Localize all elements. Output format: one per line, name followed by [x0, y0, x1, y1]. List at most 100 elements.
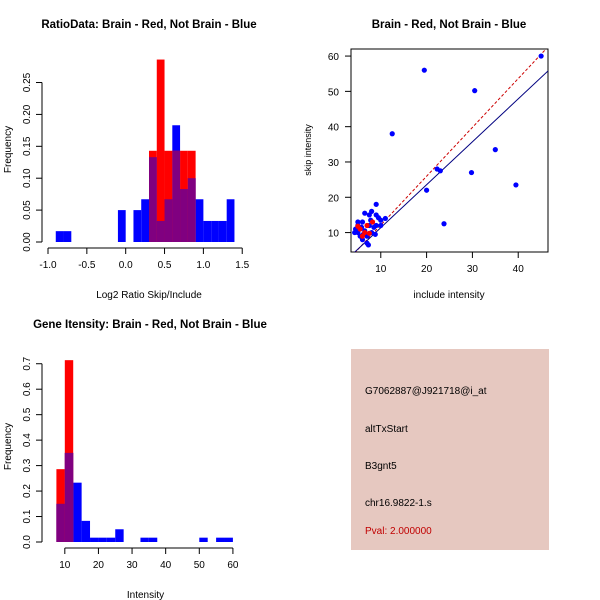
- intensity-hist-title: Gene Itensity: Brain - Red, Not Brain - …: [33, 319, 267, 331]
- intensity-hist-y-tick-label: 0.6: [22, 382, 33, 396]
- ratio-hist-y-tick-label: 0.00: [22, 232, 33, 252]
- ratio-hist-overlap-bar: [149, 157, 157, 242]
- pval-text: Pval: 2.000000: [365, 526, 432, 537]
- scatter-not-brain-point: [371, 224, 377, 230]
- intensity-hist-not-brain-bar: [224, 537, 233, 542]
- ratio-hist-y-tick-label: 0.25: [22, 72, 33, 92]
- ratio-hist-y-tick-label: 0.20: [22, 104, 33, 124]
- ratio-hist-not-brain-bar: [218, 220, 227, 242]
- scatter-not-brain-point: [366, 212, 372, 218]
- scatter-not-brain-point: [492, 147, 498, 153]
- intensity-hist-y-tick-label: 0.3: [22, 458, 33, 472]
- scatter-y-tick-label: 60: [328, 52, 340, 63]
- intensity-hist-x-tick-label: 50: [194, 560, 206, 571]
- scatter-y-label: skip intensity: [303, 124, 313, 176]
- intensity-hist-x-tick-label: 10: [59, 560, 71, 571]
- ratio-hist-x-tick-label: 1.0: [196, 260, 210, 271]
- intensity-hist-not-brain-bar: [90, 537, 99, 542]
- ratio-hist-x-tick-label: 0.0: [119, 260, 133, 271]
- info-panel: G7062887@J921718@i_at altTxStart B3gnt5 …: [351, 349, 549, 550]
- ratio-hist-overlap-bar: [156, 220, 165, 242]
- ratio-hist-not-brain-bar: [63, 231, 72, 242]
- intensity-hist-brain-bar: [64, 360, 74, 542]
- ratio-hist-brain-bar: [164, 150, 173, 242]
- scatter-y-tick-label: 50: [328, 87, 340, 98]
- scatter-x-tick-label: 30: [467, 264, 479, 275]
- scatter-not-brain-point: [359, 219, 366, 225]
- scatter-not-brain-point: [389, 131, 395, 137]
- gene-symbol-text: B3gnt5: [365, 461, 397, 472]
- intensity-hist-not-brain-bar: [73, 482, 82, 542]
- ratio-hist-overlap-bar: [187, 178, 196, 242]
- intensity-hist-y-tick-label: 0.2: [22, 484, 33, 498]
- intensity-hist-overlap-bar: [56, 503, 65, 542]
- intensity-hist-overlap-bar: [64, 452, 74, 542]
- scatter-title: Brain - Red, Not Brain - Blue: [372, 19, 527, 31]
- scatter-not-brain-point: [382, 215, 388, 222]
- ratio-hist-y-tick-label: 0.15: [22, 136, 33, 156]
- scatter-brain-point: [355, 223, 361, 229]
- scatter-y-tick-label: 30: [328, 158, 340, 169]
- intensity-hist-y-tick-label: 0.0: [22, 535, 33, 549]
- intensity-hist-not-brain-bar: [81, 520, 91, 542]
- scatter-plot-frame: [350, 48, 549, 253]
- scatter-x-tick-label: 10: [375, 264, 387, 275]
- scatter-not-brain-point: [372, 231, 378, 237]
- scatter-not-brain-point: [378, 222, 384, 229]
- ratio-hist-overlap-bar: [180, 189, 188, 242]
- scatter-x-tick-label: 20: [421, 264, 433, 275]
- intensity-hist-y-tick-label: 0.7: [22, 356, 33, 370]
- scatter-not-brain-point: [441, 221, 447, 227]
- scatter-not-brain-point: [472, 88, 478, 94]
- intensity-hist-y-tick-label: 0.4: [22, 433, 33, 447]
- scatter-not-brain-point: [375, 215, 382, 221]
- scatter-not-brain-point: [365, 242, 372, 248]
- scatter-brain-point: [366, 230, 372, 236]
- ratio-hist-y-tick-label: 0.10: [22, 168, 33, 188]
- intensity-hist-not-brain-bar: [148, 537, 158, 542]
- ratio-hist-y-tick-label: 0.05: [22, 200, 33, 220]
- scatter-y-tick-label: 10: [328, 229, 340, 240]
- scatter-brain-point: [359, 233, 366, 239]
- scatter-not-brain-point: [352, 229, 358, 236]
- scatter-not-brain-point: [538, 53, 544, 59]
- intensity-hist-x-label: Intensity: [127, 590, 164, 600]
- scatter-y-tick-label: 40: [328, 123, 340, 134]
- brain-fit-line: [354, 49, 547, 252]
- ratio-hist-not-brain-bar: [55, 231, 64, 242]
- scatter-not-brain-point: [362, 210, 368, 216]
- ratio-hist-not-brain-bar: [141, 199, 149, 242]
- intensity-hist-x-tick-label: 30: [126, 560, 138, 571]
- ratio-hist-not-brain-bar: [226, 199, 235, 242]
- scatter-y-tick-label: 20: [328, 193, 340, 204]
- probe-id-text: G7062887@J921718@i_at: [365, 386, 487, 397]
- ratio-hist-x-tick-label: 0.5: [158, 260, 172, 271]
- intensity-hist-x-tick-label: 60: [227, 560, 239, 571]
- ratio-hist-x-tick-label: 1.5: [235, 260, 249, 271]
- intensity-hist-x-tick-label: 20: [93, 560, 105, 571]
- intensity-hist-not-brain-bar: [98, 537, 107, 542]
- scatter-brain-point: [369, 219, 376, 225]
- ratio-hist-not-brain-bar: [133, 210, 142, 242]
- scatter-not-brain-point: [373, 201, 379, 207]
- ratio-hist-overlap-bar: [164, 199, 173, 242]
- ratio-hist-y-label: Frequency: [3, 126, 14, 173]
- scatter-brain-point: [364, 222, 370, 229]
- intensity-hist-not-brain-bar: [216, 537, 225, 542]
- scatter-x-tick-label: 40: [513, 264, 525, 275]
- ratio-hist-x-label: Log2 Ratio Skip/Include: [96, 290, 202, 301]
- intensity-hist-y-tick-label: 0.1: [22, 509, 33, 523]
- ratio-hist-not-brain-bar: [203, 220, 212, 242]
- scatter-x-label: include intensity: [413, 290, 484, 301]
- ratio-hist-x-tick-label: -1.0: [39, 260, 57, 271]
- ratio-hist-title: RatioData: Brain - Red, Not Brain - Blue: [41, 19, 256, 31]
- scatter-not-brain-point: [468, 169, 475, 176]
- intensity-hist-not-brain-bar: [199, 537, 208, 542]
- scatter-not-brain-point: [421, 67, 427, 73]
- event-type-text: altTxStart: [365, 424, 408, 435]
- intensity-hist-y-label: Frequency: [3, 423, 14, 470]
- intensity-hist-not-brain-bar: [140, 537, 149, 542]
- location-text: chr16.9822-1.s: [365, 498, 432, 509]
- intensity-hist-x-tick-label: 40: [160, 560, 172, 571]
